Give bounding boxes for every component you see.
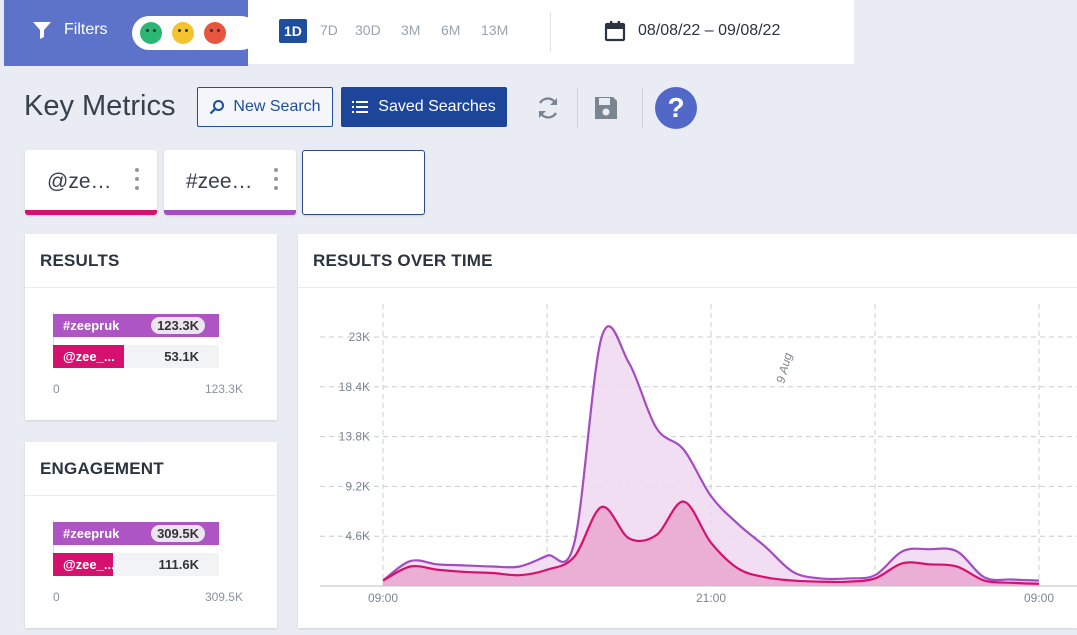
divider bbox=[25, 287, 277, 288]
y-tick-label: 9.2K bbox=[345, 479, 370, 493]
date-annotation: 9 Aug bbox=[773, 351, 795, 385]
bar-fill bbox=[53, 345, 125, 368]
date-range-picker[interactable]: 08/08/22 – 09/08/22 bbox=[604, 20, 780, 42]
tab-add-new[interactable] bbox=[302, 150, 425, 215]
axis-line bbox=[53, 520, 54, 572]
refresh-icon[interactable] bbox=[533, 93, 563, 123]
divider bbox=[642, 88, 643, 128]
bar-label: @zee_... bbox=[63, 349, 115, 364]
tab-zee-hashtag[interactable]: #zee… bbox=[164, 150, 296, 215]
range-7d[interactable]: 7D bbox=[320, 22, 338, 38]
divider bbox=[25, 495, 277, 496]
filter-bar: Filters bbox=[4, 0, 258, 66]
divider bbox=[550, 12, 551, 52]
filters-button[interactable]: Filters bbox=[32, 20, 108, 40]
tab-color-bar bbox=[164, 210, 296, 215]
positive-face-icon[interactable] bbox=[140, 22, 162, 44]
search-icon bbox=[210, 100, 225, 115]
page-title: Key Metrics bbox=[24, 90, 176, 122]
tab-label: #zee… bbox=[186, 170, 253, 193]
bar-value: 309.5K bbox=[151, 525, 205, 542]
bar-label: #zeepruk bbox=[63, 318, 120, 333]
series-line bbox=[382, 325, 1040, 582]
range-3m[interactable]: 3M bbox=[401, 22, 421, 38]
help-icon: ? bbox=[667, 92, 685, 123]
list-icon bbox=[352, 101, 369, 113]
results-over-time-card: RESULTS OVER TIME 23K 18.4K 13.8K 9.2K 4.6K 0… bbox=[298, 234, 1077, 628]
results-axis: 0 123.3K bbox=[53, 382, 243, 396]
x-tick-label: 09:00 bbox=[1024, 591, 1054, 605]
saved-searches-label: Saved Searches bbox=[378, 98, 496, 115]
axis-max: 309.5K bbox=[204, 590, 243, 604]
x-tick-label: 09:00 bbox=[368, 591, 398, 605]
divider bbox=[298, 287, 1077, 288]
engagement-card: ENGAGEMENT #zeepruk 309.5K @zee_... 111.… bbox=[25, 442, 277, 628]
engagement-axis: 0 309.5K bbox=[53, 590, 243, 604]
saved-searches-button[interactable]: Saved Searches bbox=[341, 87, 507, 127]
x-tick-label: 21:00 bbox=[696, 591, 726, 605]
engagement-title: ENGAGEMENT bbox=[40, 459, 164, 478]
y-tick-label: 23K bbox=[349, 330, 370, 344]
new-search-label: New Search bbox=[233, 98, 321, 115]
bar-value: 123.3K bbox=[151, 317, 205, 334]
tab-color-bar bbox=[25, 210, 157, 215]
filters-label: Filters bbox=[64, 21, 108, 38]
axis-line bbox=[53, 312, 54, 364]
range-13m[interactable]: 13M bbox=[481, 22, 509, 38]
series-line bbox=[382, 500, 1040, 585]
kebab-menu-icon[interactable] bbox=[135, 168, 139, 190]
chart-title: RESULTS OVER TIME bbox=[313, 251, 493, 270]
bar-row[interactable]: @zee_... 53.1K bbox=[53, 345, 219, 368]
time-range-bar: 1D 7D 30D 3M 6M 13M 08/08/22 – 09/08/22 bbox=[248, 0, 854, 64]
neutral-face-icon[interactable] bbox=[172, 22, 194, 44]
y-tick-label: 4.6K bbox=[345, 529, 370, 543]
axis-max: 123.3K bbox=[204, 382, 243, 396]
range-30d[interactable]: 30D bbox=[355, 22, 381, 38]
date-range-text: 08/08/22 – 09/08/22 bbox=[638, 22, 781, 39]
range-1d[interactable]: 1D bbox=[279, 19, 307, 43]
sentiment-filter[interactable] bbox=[132, 16, 258, 50]
new-search-button[interactable]: New Search bbox=[197, 87, 333, 127]
y-tick-label: 18.4K bbox=[339, 380, 370, 394]
series-area bbox=[383, 326, 1039, 586]
bar-row[interactable]: @zee_... 111.6K bbox=[53, 553, 219, 576]
bar-value: 111.6K bbox=[158, 557, 200, 572]
help-button[interactable]: ? bbox=[655, 87, 697, 129]
bar-fill bbox=[53, 553, 113, 576]
bar-label: #zeepruk bbox=[63, 526, 120, 541]
negative-face-icon[interactable] bbox=[204, 22, 226, 44]
bar-label: @zee_... bbox=[63, 557, 115, 572]
axis-min: 0 bbox=[53, 590, 60, 604]
kebab-menu-icon[interactable] bbox=[274, 168, 278, 190]
tab-zee-handle[interactable]: @ze… bbox=[25, 150, 157, 215]
calendar-icon bbox=[604, 21, 626, 42]
tab-label: @ze… bbox=[47, 170, 112, 193]
range-6m[interactable]: 6M bbox=[441, 22, 461, 38]
y-tick-label: 13.8K bbox=[339, 430, 370, 444]
engagement-bars: #zeepruk 309.5K @zee_... 111.6K bbox=[53, 522, 219, 584]
results-card: RESULTS #zeepruk 123.3K @zee_... 53.1K 0… bbox=[25, 234, 277, 420]
bar-row[interactable]: #zeepruk 123.3K bbox=[53, 314, 219, 337]
bar-value: 53.1K bbox=[164, 349, 199, 364]
results-title: RESULTS bbox=[40, 251, 120, 270]
results-over-time-chart[interactable]: 23K 18.4K 13.8K 9.2K 4.6K 09:00 21:00 09:00 9 Au… bbox=[298, 234, 1077, 628]
funnel-icon bbox=[33, 22, 51, 39]
bar-row[interactable]: #zeepruk 309.5K bbox=[53, 522, 219, 545]
save-icon[interactable] bbox=[591, 93, 621, 123]
axis-min: 0 bbox=[53, 382, 60, 396]
results-bars: #zeepruk 123.3K @zee_... 53.1K bbox=[53, 314, 219, 376]
divider bbox=[577, 88, 578, 128]
